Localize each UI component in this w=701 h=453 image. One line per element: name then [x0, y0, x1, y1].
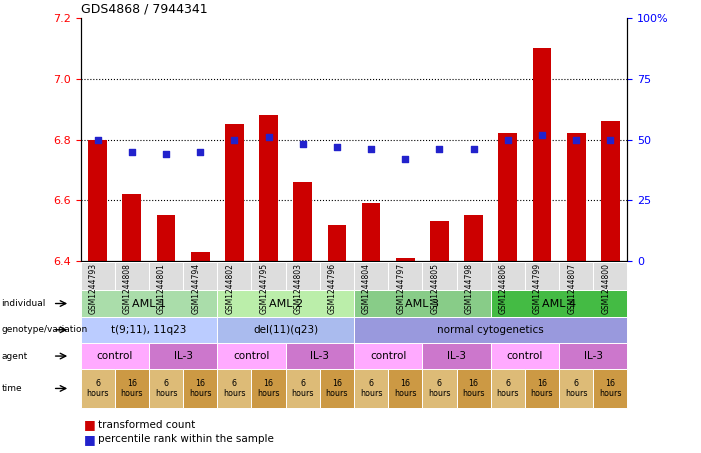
Text: AML 1: AML 1 — [132, 299, 166, 308]
Text: GSM1244805: GSM1244805 — [430, 263, 440, 314]
Text: control: control — [97, 351, 133, 361]
Point — [126, 148, 137, 155]
Bar — [464, 216, 483, 261]
Text: GSM1244804: GSM1244804 — [362, 263, 371, 314]
Text: control: control — [507, 351, 543, 361]
Text: 6
hours: 6 hours — [155, 379, 177, 398]
Text: GSM1244802: GSM1244802 — [226, 263, 234, 314]
Point — [605, 136, 616, 143]
Text: 6
hours: 6 hours — [496, 379, 519, 398]
Text: GSM1244797: GSM1244797 — [396, 263, 405, 314]
Text: GSM1244793: GSM1244793 — [89, 263, 97, 314]
Text: GSM1244800: GSM1244800 — [601, 263, 611, 314]
Text: del(11)(q23): del(11)(q23) — [253, 325, 318, 335]
Text: GSM1244801: GSM1244801 — [157, 263, 166, 314]
Text: IL-3: IL-3 — [174, 351, 193, 361]
Text: 16
hours: 16 hours — [326, 379, 348, 398]
Point — [332, 143, 343, 150]
Bar — [293, 182, 312, 261]
Text: t(9;11), 11q23: t(9;11), 11q23 — [111, 325, 186, 335]
Text: IL-3: IL-3 — [447, 351, 466, 361]
Point — [400, 155, 411, 163]
Bar — [396, 258, 415, 261]
Text: GSM1244799: GSM1244799 — [533, 263, 542, 314]
Text: GSM1244808: GSM1244808 — [123, 263, 132, 314]
Point — [502, 136, 513, 143]
Text: IL-3: IL-3 — [584, 351, 603, 361]
Text: GSM1244803: GSM1244803 — [294, 263, 303, 314]
Point — [263, 134, 274, 141]
Point — [195, 148, 206, 155]
Point — [468, 145, 479, 153]
Bar — [601, 121, 620, 261]
Text: AML 2: AML 2 — [268, 299, 303, 308]
Text: agent: agent — [1, 352, 27, 361]
Text: 16
hours: 16 hours — [189, 379, 212, 398]
Text: 16
hours: 16 hours — [121, 379, 143, 398]
Text: GSM1244795: GSM1244795 — [259, 263, 268, 314]
Bar — [533, 48, 552, 261]
Text: ■: ■ — [84, 433, 96, 446]
Text: 16
hours: 16 hours — [599, 379, 622, 398]
Text: 6
hours: 6 hours — [223, 379, 245, 398]
Bar — [327, 225, 346, 261]
Bar — [259, 115, 278, 261]
Bar — [156, 216, 175, 261]
Text: GDS4868 / 7944341: GDS4868 / 7944341 — [81, 3, 207, 15]
Point — [571, 136, 582, 143]
Bar — [191, 252, 210, 261]
Text: GSM1244807: GSM1244807 — [567, 263, 576, 314]
Text: AML 3: AML 3 — [405, 299, 440, 308]
Point — [297, 141, 308, 148]
Point — [161, 150, 172, 158]
Text: GSM1244798: GSM1244798 — [465, 263, 474, 314]
Text: control: control — [370, 351, 407, 361]
Text: 16
hours: 16 hours — [531, 379, 553, 398]
Bar — [362, 203, 381, 261]
Text: transformed count: transformed count — [98, 420, 196, 430]
Text: ■: ■ — [84, 419, 96, 431]
Text: 6
hours: 6 hours — [428, 379, 451, 398]
Text: time: time — [1, 384, 22, 393]
Text: control: control — [233, 351, 270, 361]
Bar — [123, 194, 142, 261]
Text: GSM1244806: GSM1244806 — [499, 263, 508, 314]
Text: 6
hours: 6 hours — [86, 379, 109, 398]
Bar — [566, 134, 585, 261]
Text: 16
hours: 16 hours — [463, 379, 485, 398]
Text: 16
hours: 16 hours — [394, 379, 416, 398]
Text: normal cytogenetics: normal cytogenetics — [437, 325, 544, 335]
Text: 6
hours: 6 hours — [360, 379, 382, 398]
Text: 6
hours: 6 hours — [292, 379, 314, 398]
Bar — [498, 134, 517, 261]
Point — [536, 131, 547, 138]
Point — [365, 145, 376, 153]
Point — [92, 136, 103, 143]
Text: 6
hours: 6 hours — [565, 379, 587, 398]
Point — [229, 136, 240, 143]
Text: genotype/variation: genotype/variation — [1, 325, 88, 334]
Text: percentile rank within the sample: percentile rank within the sample — [98, 434, 274, 444]
Text: AML 4: AML 4 — [542, 299, 576, 308]
Point — [434, 145, 445, 153]
Text: GSM1244796: GSM1244796 — [328, 263, 337, 314]
Bar — [225, 125, 244, 261]
Bar — [88, 140, 107, 261]
Text: individual: individual — [1, 299, 46, 308]
Text: IL-3: IL-3 — [311, 351, 329, 361]
Text: GSM1244794: GSM1244794 — [191, 263, 200, 314]
Text: 16
hours: 16 hours — [257, 379, 280, 398]
Bar — [430, 222, 449, 261]
